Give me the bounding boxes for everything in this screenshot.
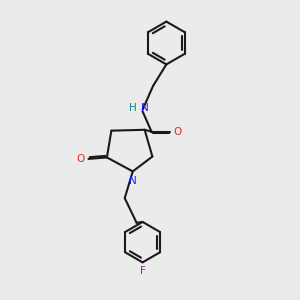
Text: H: H <box>130 103 137 113</box>
Text: N: N <box>129 176 136 186</box>
Text: O: O <box>173 127 182 136</box>
Text: N: N <box>141 103 149 113</box>
Text: F: F <box>140 266 146 276</box>
Text: O: O <box>77 154 85 164</box>
